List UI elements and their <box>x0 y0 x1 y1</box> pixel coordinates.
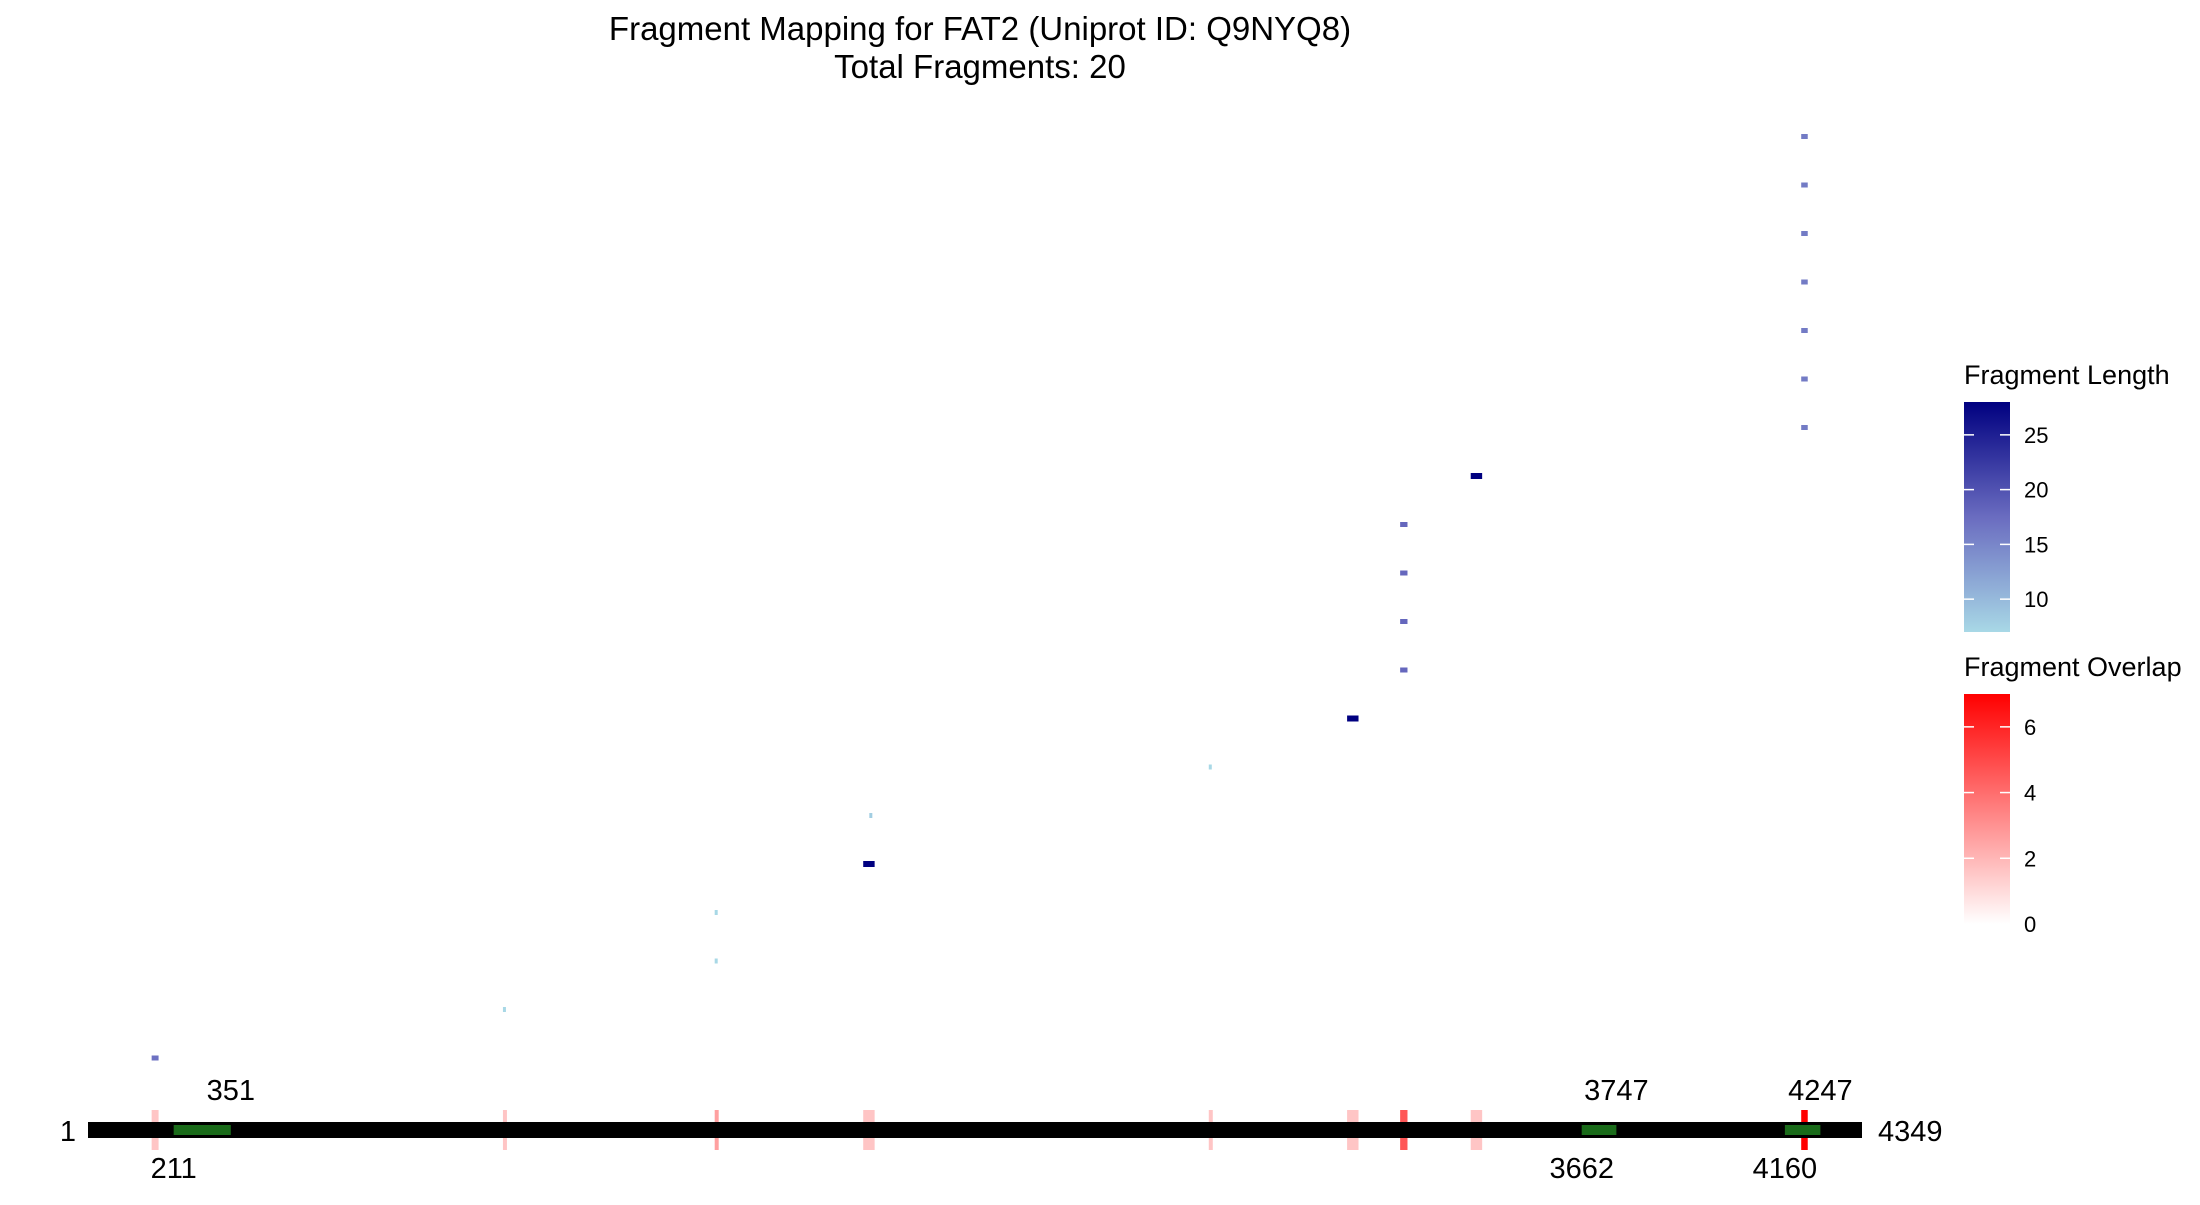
fragment-mark <box>1400 522 1408 527</box>
protein-bar <box>88 1122 1862 1138</box>
protein-end-label: 4349 <box>1878 1116 1943 1148</box>
legend-overlap-tick-label: 0 <box>2024 912 2036 937</box>
domain-end-label: 351 <box>207 1075 255 1107</box>
legend-overlap-tick-label: 6 <box>2024 715 2036 740</box>
domain-start-label: 3662 <box>1549 1153 1614 1185</box>
legend-overlap-tick-label: 4 <box>2024 781 2036 806</box>
chart-subtitle: Total Fragments: 20 <box>834 48 1126 85</box>
legend-length-ticks: 10 15 20 25 <box>1964 423 2048 612</box>
fragment-mark <box>1801 231 1808 236</box>
legend-overlap-tick-label: 2 <box>2024 846 2036 871</box>
domain-mark <box>1784 1125 1821 1135</box>
legend-length-colorbar <box>1964 402 2010 632</box>
legend-fragment-overlap: Fragment Overlap 0 2 4 6 <box>1964 652 2182 937</box>
fragment-mark <box>714 910 718 915</box>
fragment-marks <box>151 134 1808 1061</box>
fragment-mark <box>1400 619 1408 624</box>
fragment-mark <box>1470 473 1483 479</box>
fragment-mark <box>1801 134 1808 139</box>
domain-marks: 211 351 3662 3747 4160 4247 <box>151 1075 1853 1185</box>
legend-length-tick-label: 20 <box>2024 478 2048 503</box>
legend-length-tick-label: 10 <box>2024 587 2048 612</box>
fragment-mark <box>863 861 875 867</box>
fragment-mark <box>1801 328 1808 333</box>
legend-overlap-colorbar <box>1964 694 2010 924</box>
domain-start-label: 4160 <box>1753 1153 1818 1185</box>
domain-start-label: 211 <box>151 1153 197 1185</box>
fragment-mark <box>1208 764 1212 770</box>
domain-mark <box>173 1125 231 1135</box>
domain-end-label: 3747 <box>1584 1075 1649 1107</box>
legend-overlap-ticks: 0 2 4 6 <box>1964 715 2036 937</box>
legend-length-tick-label: 25 <box>2024 423 2048 448</box>
chart-title: Fragment Mapping for FAT2 (Uniprot ID: Q… <box>609 10 1351 47</box>
fragment-mark <box>714 958 718 964</box>
fragment-mark <box>1347 715 1359 722</box>
fragment-mark <box>1801 425 1808 430</box>
fragment-mark <box>1801 182 1808 188</box>
fragment-mark <box>1801 279 1808 285</box>
legend-overlap-title: Fragment Overlap <box>1964 652 2182 682</box>
fragment-mark <box>1400 570 1408 576</box>
fragment-mark <box>502 1007 506 1012</box>
legend-length-tick-label: 15 <box>2024 532 2048 557</box>
fragment-mark <box>151 1055 159 1061</box>
domain-end-label: 4247 <box>1788 1075 1853 1107</box>
legend-fragment-length: Fragment Length 10 15 20 25 <box>1964 360 2170 632</box>
legend-length-title: Fragment Length <box>1964 360 2170 390</box>
protein-start-label: 1 <box>60 1116 76 1148</box>
fragment-mark <box>869 813 873 818</box>
fragment-mark <box>1801 376 1808 382</box>
domain-mark <box>1581 1125 1617 1135</box>
fragment-mark <box>1400 667 1408 673</box>
